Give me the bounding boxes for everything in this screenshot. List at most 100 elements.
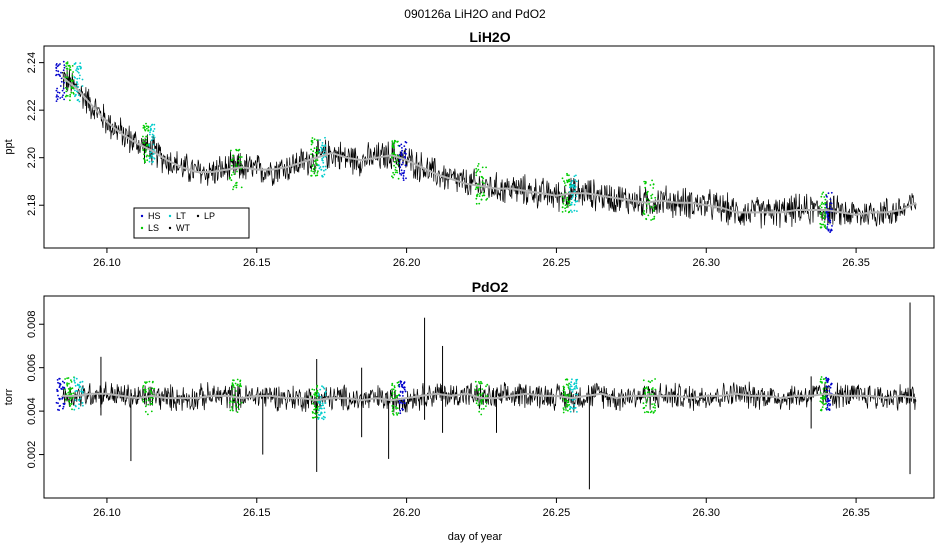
calibration-point-ls	[396, 413, 398, 416]
calibration-point-ls	[70, 392, 73, 395]
calibration-point-ls	[563, 182, 566, 184]
calibration-point-ls	[67, 388, 70, 390]
calibration-point-lt	[573, 199, 576, 202]
calibration-point-ls	[232, 186, 235, 188]
calibration-point-lt	[74, 62, 77, 64]
calibration-point-ls	[650, 219, 652, 221]
calibration-point-ls	[566, 378, 569, 381]
calibration-point-ls	[312, 402, 314, 405]
calibration-point-ls	[313, 160, 316, 163]
calibration-point-hs	[826, 226, 829, 228]
calibration-point-ls	[565, 394, 568, 396]
calibration-point-ls	[564, 207, 566, 210]
calibration-point-ls	[313, 393, 316, 396]
calibration-point-hs	[55, 74, 57, 77]
calibration-point-hs	[61, 388, 63, 390]
calibration-point-ls	[645, 404, 647, 407]
calibration-point-lt	[318, 407, 321, 410]
calibration-point-lt	[151, 123, 154, 126]
calibration-point-lt	[575, 384, 578, 387]
calibration-point-hs	[826, 400, 828, 403]
calibration-point-hs	[59, 97, 62, 99]
calibration-point-hs	[399, 159, 401, 161]
calibration-point-ls	[66, 377, 68, 380]
calibration-point-hs	[55, 89, 58, 92]
calibration-point-hs	[56, 94, 58, 96]
calibration-point-ls	[477, 168, 480, 171]
calibration-point-hs	[62, 405, 65, 408]
calibration-point-ls	[393, 141, 396, 144]
calibration-point-ls	[643, 213, 646, 216]
calibration-point-ls	[145, 399, 148, 402]
calibration-point-ls	[315, 151, 318, 154]
calibration-point-ls	[563, 180, 565, 183]
calibration-point-lt	[571, 391, 574, 393]
calibration-point-ls	[142, 157, 145, 160]
calibration-point-hs	[58, 386, 61, 388]
calibration-point-ls	[394, 166, 397, 169]
calibration-point-ls	[481, 166, 484, 169]
calibration-point-ls	[652, 387, 654, 389]
calibration-point-ls	[392, 176, 394, 179]
calibration-point-ls	[314, 416, 317, 419]
calibration-point-lt	[320, 411, 323, 414]
calibration-point-lt	[575, 380, 578, 382]
calibration-point-lt	[570, 203, 573, 206]
x-tick-label: 26.25	[543, 257, 571, 269]
calibration-point-ls	[142, 149, 145, 152]
calibration-point-hs	[829, 205, 832, 208]
calibration-point-ls	[654, 196, 657, 199]
calibration-point-hs	[401, 390, 404, 393]
calibration-point-ls	[485, 166, 487, 169]
calibration-point-ls	[232, 188, 234, 191]
calibration-point-ls	[647, 411, 650, 414]
calibration-point-ls	[316, 139, 319, 142]
calibration-point-lt	[153, 152, 155, 155]
calibration-point-ls	[231, 382, 234, 385]
calibration-point-hs	[62, 94, 64, 97]
calibration-point-lt	[151, 133, 154, 136]
calibration-point-ls	[392, 146, 395, 149]
calibration-point-lt	[570, 388, 572, 391]
x-tick-label: 26.20	[393, 507, 421, 519]
calibration-point-ls	[648, 199, 651, 202]
legend-marker	[168, 226, 172, 230]
calibration-point-ls	[819, 205, 822, 207]
calibration-point-lt	[73, 377, 76, 379]
calibration-point-ls	[394, 140, 397, 143]
calibration-point-ls	[824, 227, 827, 230]
plot-area	[55, 302, 917, 490]
calibration-point-hs	[399, 394, 401, 397]
calibration-point-ls	[391, 382, 394, 385]
calibration-point-ls	[564, 399, 567, 402]
calibration-point-ls	[652, 412, 655, 414]
calibration-point-hs	[400, 401, 402, 404]
calibration-point-lt	[320, 168, 323, 171]
calibration-point-hs	[404, 151, 406, 154]
calibration-point-lt	[79, 67, 82, 70]
calibration-point-ls	[310, 170, 313, 172]
calibration-point-hs	[56, 379, 59, 381]
calibration-point-ls	[147, 129, 150, 132]
calibration-point-hs	[827, 192, 830, 195]
calibration-point-ls	[653, 209, 655, 212]
calibration-point-ls	[821, 397, 823, 399]
calibration-point-ls	[480, 380, 482, 383]
calibration-point-lt	[149, 129, 152, 132]
calibration-point-ls	[644, 393, 647, 395]
calibration-point-hs	[401, 149, 403, 152]
calibration-point-lt	[319, 388, 322, 391]
calibration-point-lt	[321, 157, 323, 160]
calibration-point-hs	[63, 403, 66, 406]
calibration-point-hs	[827, 218, 829, 221]
calibration-point-ls	[312, 150, 315, 153]
calibration-point-ls	[820, 206, 823, 209]
calibration-point-hs	[825, 379, 828, 382]
calibration-point-lt	[74, 95, 76, 98]
calibration-point-ls	[645, 218, 648, 221]
y-tick-label: 2.22	[26, 99, 38, 120]
calibration-point-ls	[821, 193, 824, 195]
calibration-point-ls	[477, 381, 480, 383]
calibration-point-ls	[233, 379, 235, 382]
calibration-point-ls	[230, 179, 233, 182]
